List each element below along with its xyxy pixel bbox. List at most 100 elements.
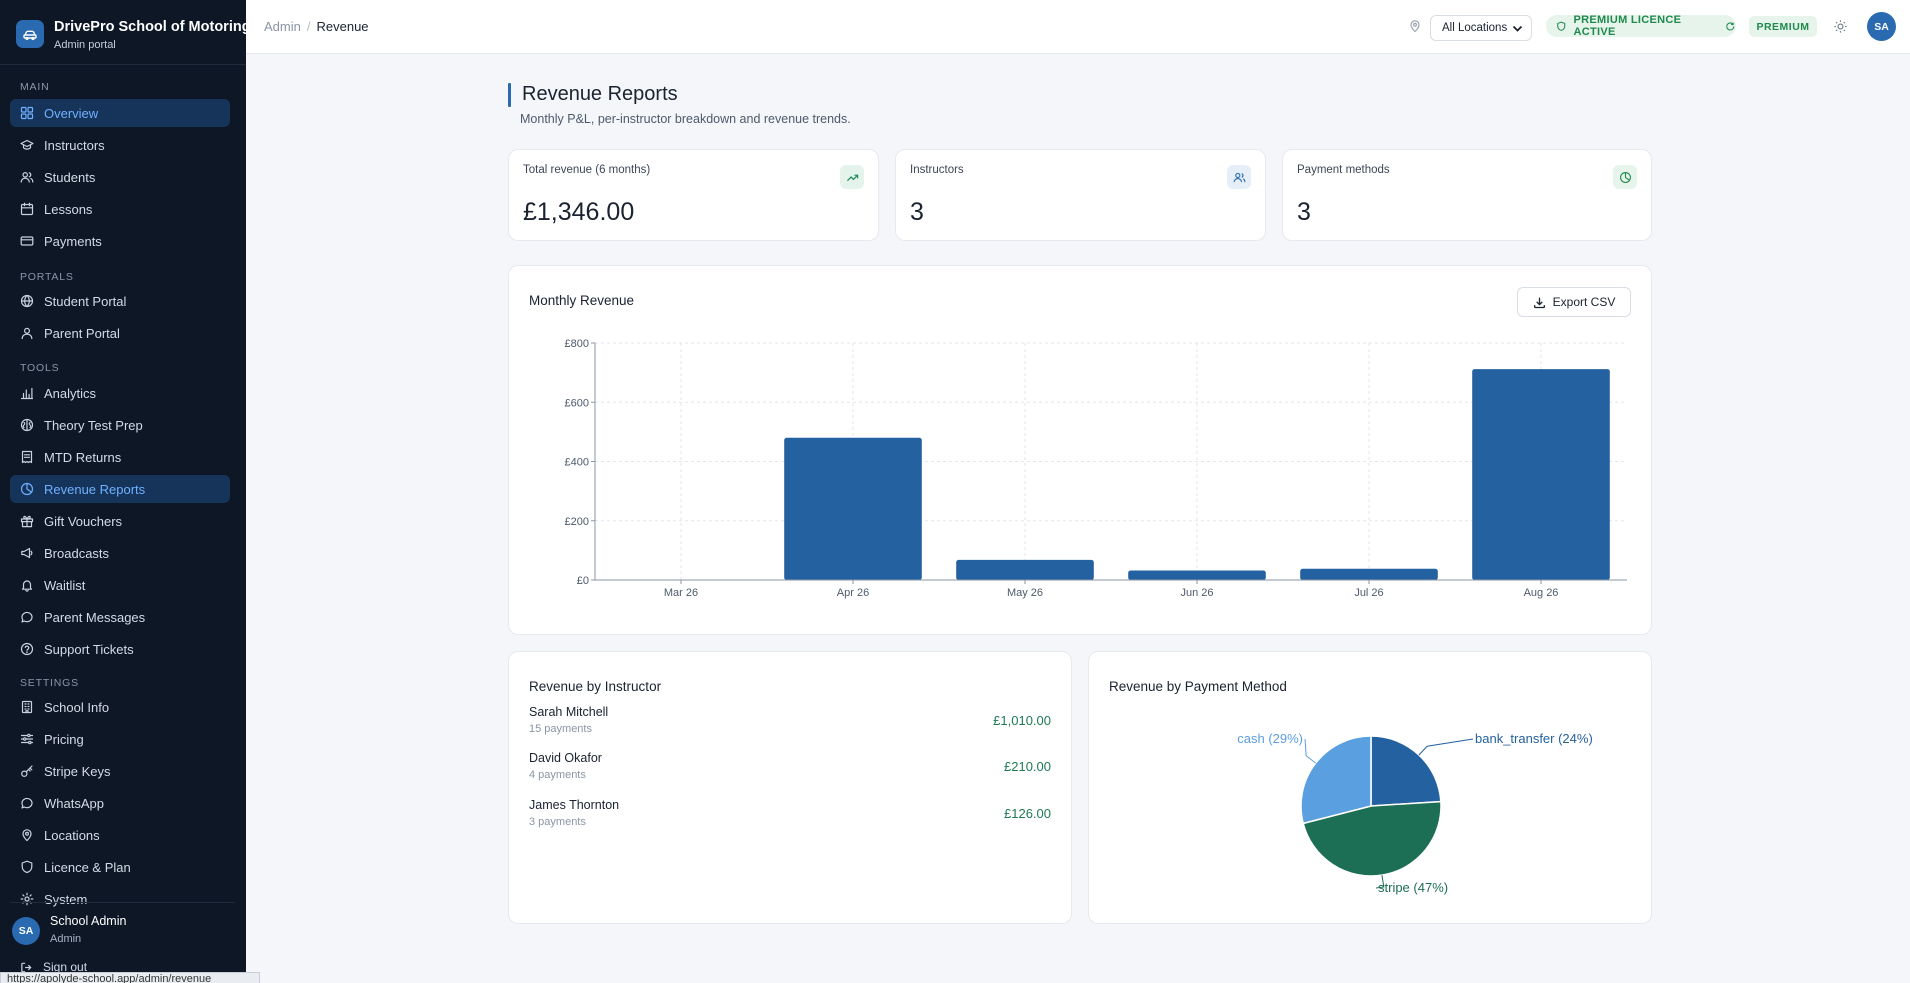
- sidebar-item-lessons[interactable]: Lessons: [10, 195, 230, 223]
- bar-jun-26[interactable]: [1128, 570, 1266, 580]
- user-role: Admin: [50, 933, 82, 945]
- car-logo-icon: [16, 20, 44, 48]
- sidebar-item-label: Students: [44, 169, 96, 185]
- brand-title: DrivePro School of Motoring: [54, 19, 251, 35]
- instructor-name: James Thornton: [529, 798, 620, 812]
- pie-slice-cash[interactable]: [1300, 735, 1372, 825]
- pie-chart-icon: [1613, 165, 1637, 189]
- stat-value: £1,346.00: [523, 198, 635, 226]
- sidebar-item-label: Pricing: [44, 731, 84, 747]
- sidebar-item-label: Waitlist: [44, 577, 86, 593]
- sidebar-item-label: System: [44, 891, 88, 907]
- sidebar-item-label: Lessons: [44, 201, 93, 217]
- sidebar-item-parent-messages[interactable]: Parent Messages: [10, 603, 230, 631]
- breadcrumb-separator: /: [306, 19, 311, 34]
- pie-label-stripe: stripe (47%): [1378, 880, 1448, 895]
- divider: [10, 902, 235, 903]
- sidebar-item-stripe-keys[interactable]: Stripe Keys: [10, 757, 230, 785]
- logout-icon: [21, 962, 32, 972]
- refresh-icon: [1726, 21, 1735, 30]
- export-csv-label: Export CSV: [1552, 295, 1616, 309]
- sidebar-item-payments[interactable]: Payments: [10, 227, 230, 255]
- user-avatar[interactable]: SA: [1867, 12, 1896, 41]
- sidebar-item-whatsapp[interactable]: WhatsApp: [10, 789, 230, 817]
- nav-section-heading: PORTALS: [20, 271, 74, 283]
- bar-apr-26[interactable]: [784, 437, 922, 580]
- instructor-row[interactable]: David Okafor 4 payments £210.00: [529, 751, 1051, 787]
- sidebar-item-label: Theory Test Prep: [44, 417, 143, 433]
- x-tick-label: Aug 26: [1524, 587, 1559, 599]
- sidebar-item-mtd-returns[interactable]: MTD Returns: [10, 443, 230, 471]
- sidebar-item-locations[interactable]: Locations: [10, 821, 230, 849]
- location-select[interactable]: All Locations: [1430, 15, 1532, 41]
- graduation-cap-icon: [20, 138, 34, 152]
- sidebar-item-student-portal[interactable]: Student Portal: [10, 287, 230, 315]
- pie-slice-bank-transfer[interactable]: [1370, 735, 1442, 807]
- sidebar-item-label: Payments: [44, 233, 102, 249]
- grid-icon: [20, 106, 34, 120]
- sidebar-item-label: Licence & Plan: [44, 859, 131, 875]
- sidebar-item-label: Overview: [44, 105, 99, 121]
- stat-value: 3: [1297, 198, 1311, 226]
- sidebar-item-broadcasts[interactable]: Broadcasts: [10, 539, 230, 567]
- instructor-row[interactable]: Sarah Mitchell 15 payments £1,010.00: [529, 705, 1051, 741]
- user-icon: [20, 326, 34, 340]
- instructor-payment-count: 4 payments: [529, 769, 586, 781]
- monthly-revenue-chart: £0 £200 £400 £600 £800 Mar 26 Apr 26 May 26 Jun …: [565, 338, 1627, 599]
- x-tick-label: May 26: [1007, 587, 1043, 599]
- sidebar-item-analytics[interactable]: Analytics: [10, 379, 230, 407]
- sidebar-item-label: Parent Portal: [44, 325, 120, 341]
- sidebar-item-gift-vouchers[interactable]: Gift Vouchers: [10, 507, 230, 535]
- sidebar-item-label: Parent Messages: [44, 609, 146, 625]
- sun-icon[interactable]: [1833, 19, 1848, 34]
- x-tick-label: Mar 26: [664, 587, 698, 599]
- sliders-icon: [20, 732, 34, 746]
- y-tick-label: £800: [565, 338, 589, 350]
- pie-label-line: [1418, 738, 1474, 756]
- bar-aug-26[interactable]: [1472, 369, 1610, 580]
- bar-chart-icon: [20, 386, 34, 400]
- calendar-icon: [20, 202, 34, 216]
- sidebar-item-pricing[interactable]: Pricing: [10, 725, 230, 753]
- sidebar-item-school-info[interactable]: School Info: [10, 693, 230, 721]
- instructor-payment-count: 15 payments: [529, 723, 592, 735]
- sidebar-item-revenue-reports[interactable]: Revenue Reports: [10, 475, 230, 503]
- y-tick-label: £0: [577, 575, 589, 587]
- chevron-down-icon: [1512, 25, 1523, 32]
- export-csv-button[interactable]: Export CSV: [1517, 287, 1631, 317]
- sidebar-item-theory-test-prep[interactable]: Theory Test Prep: [10, 411, 230, 439]
- bell-icon: [20, 578, 34, 592]
- brand[interactable]: DrivePro School of Motoring Admin portal: [16, 18, 251, 56]
- y-tick-label: £600: [565, 397, 589, 409]
- card-title: Revenue by Instructor: [529, 679, 662, 694]
- sidebar-item-students[interactable]: Students: [10, 163, 230, 191]
- breadcrumb: Admin / Revenue: [264, 19, 369, 34]
- licence-status-badge[interactable]: PREMIUM LICENCE ACTIVE: [1546, 14, 1736, 38]
- sidebar-item-parent-portal[interactable]: Parent Portal: [10, 319, 230, 347]
- chat-bubble-icon: [20, 796, 34, 810]
- sidebar-item-label: Gift Vouchers: [44, 513, 123, 529]
- sidebar-item-instructors[interactable]: Instructors: [10, 131, 230, 159]
- stat-card-total-revenue: Total revenue (6 months) £1,346.00: [508, 149, 879, 241]
- sidebar-item-overview[interactable]: Overview: [10, 99, 230, 127]
- user-avatar[interactable]: SA: [12, 917, 40, 945]
- sidebar-item-waitlist[interactable]: Waitlist: [10, 571, 230, 599]
- sidebar-item-support-tickets[interactable]: Support Tickets: [10, 635, 230, 663]
- instructor-row[interactable]: James Thornton 3 payments £126.00: [529, 798, 1051, 834]
- page-title: Revenue Reports: [522, 83, 678, 105]
- bar-may-26[interactable]: [956, 559, 1094, 580]
- sidebar-item-licence-and-plan[interactable]: Licence & Plan: [10, 853, 230, 881]
- bar-jul-26[interactable]: [1300, 568, 1438, 580]
- x-tick-label: Jul 26: [1354, 587, 1383, 599]
- sign-out-button[interactable]: Sign out: [20, 960, 87, 974]
- sidebar-item-label: Broadcasts: [44, 545, 110, 561]
- sidebar-item-system[interactable]: System: [10, 885, 230, 913]
- shield-icon: [20, 860, 34, 874]
- pie-chart-icon: [20, 482, 34, 496]
- users-icon: [1227, 165, 1251, 189]
- payment-method-pie-chart: bank_transfer (24%) stripe (47%) cash (29%…: [1237, 731, 1593, 895]
- instructor-amount: £210.00: [1004, 759, 1051, 774]
- breadcrumb-current: Revenue: [316, 19, 369, 34]
- monthly-revenue-card: Monthly Revenue Export CSV £0 £200 £400 £60…: [508, 265, 1652, 635]
- breadcrumb-admin[interactable]: Admin: [264, 19, 301, 34]
